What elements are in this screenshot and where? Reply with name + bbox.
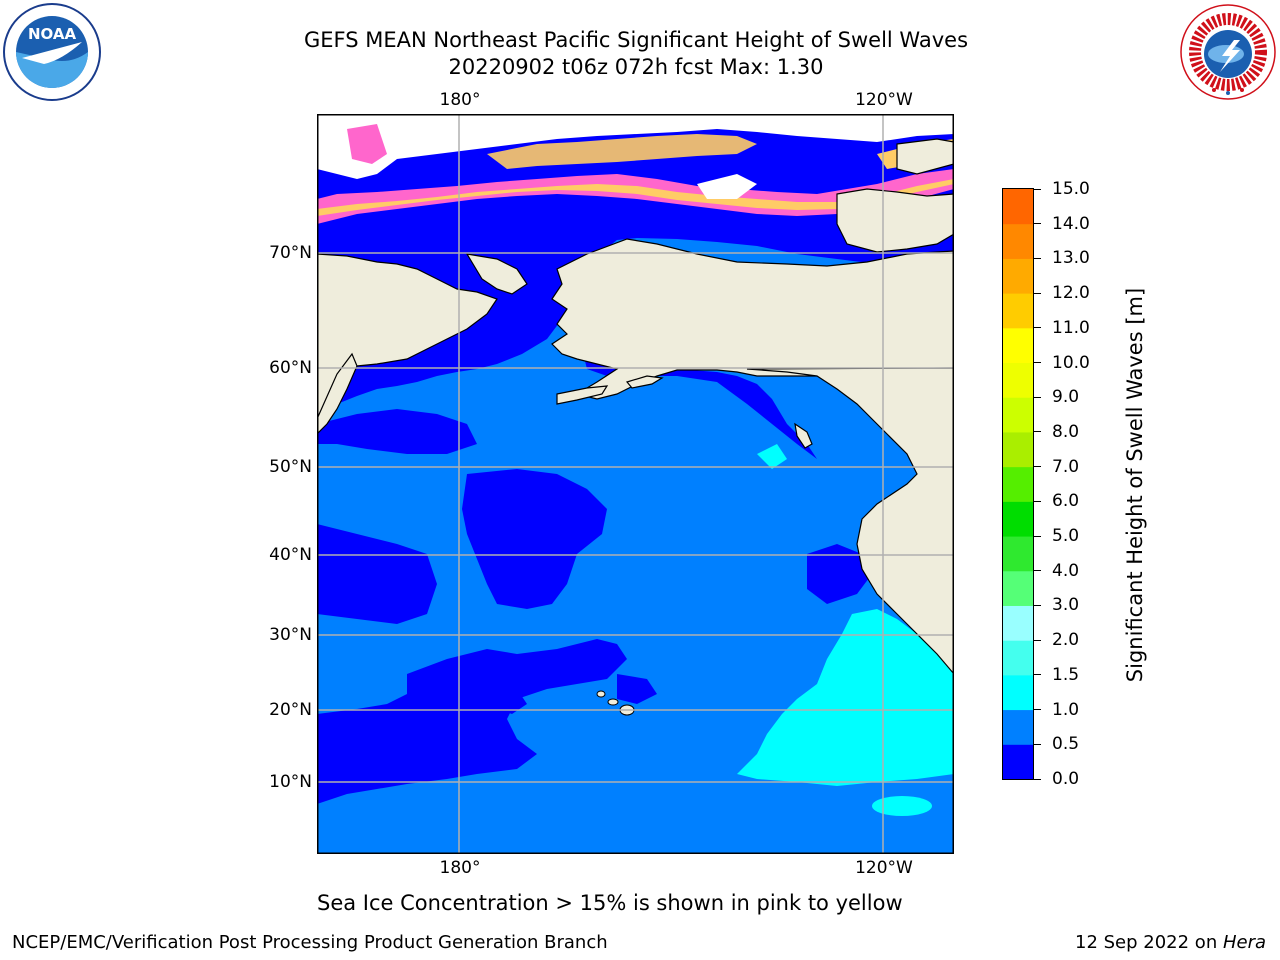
colorbar-tick-mark [1034, 674, 1041, 676]
colorbar-tick-label: 6.0 [1052, 491, 1080, 512]
lat-label-60n: 60°N [269, 358, 312, 378]
colorbar-tick-mark [1034, 396, 1041, 398]
colorbar-tick-mark [1034, 500, 1041, 502]
colorbar-segment [1003, 640, 1033, 676]
colorbar-tick-label: 1.5 [1052, 664, 1080, 685]
noaa-logo: NOAA [2, 2, 102, 102]
colorbar-tick-mark [1034, 466, 1041, 468]
colorbar-tick-label: 5.0 [1052, 526, 1080, 547]
footer-host: Hera [1222, 932, 1266, 953]
colorbar-segment [1003, 466, 1033, 502]
colorbar-tick-label: 4.0 [1052, 560, 1080, 581]
lat-label-50n: 50°N [269, 457, 312, 477]
lat-label-10n: 10°N [269, 772, 312, 792]
lat-label-30n: 30°N [269, 625, 312, 645]
colorbar-tick-label: 0.5 [1052, 734, 1080, 755]
colorbar-segment [1003, 744, 1033, 780]
graticule [317, 114, 954, 854]
colorbar-tick-mark [1034, 778, 1041, 780]
colorbar-tick-label: 15.0 [1052, 179, 1090, 199]
colorbar-tick-mark [1034, 188, 1041, 190]
colorbar-tick-mark [1034, 535, 1041, 537]
colorbar-label: Significant Height of Swell Waves [m] [1123, 287, 1147, 683]
colorbar-tick-mark [1034, 709, 1041, 711]
colorbar-tick-mark [1034, 604, 1041, 606]
footer-date: 12 Sep 2022 on [1075, 932, 1223, 953]
colorbar-tick-label: 14.0 [1052, 213, 1090, 234]
colorbar-tick-mark [1034, 570, 1041, 572]
colorbar-tick-label: 10.0 [1052, 352, 1090, 373]
colorbar-segment [1003, 189, 1033, 225]
colorbar-tick-mark [1034, 743, 1041, 745]
colorbar-segment [1003, 223, 1033, 259]
swell-height-map [317, 114, 954, 854]
colorbar-segment [1003, 605, 1033, 641]
lon-label-bottom-180: 180° [439, 858, 481, 878]
colorbar-segment [1003, 709, 1033, 745]
colorbar-tick-label: 13.0 [1052, 248, 1090, 269]
colorbar-segment [1003, 327, 1033, 364]
sea-ice-note: Sea Ice Concentration > 15% is shown in … [317, 891, 903, 915]
lat-label-20n: 20°N [269, 700, 312, 720]
colorbar-segment [1003, 674, 1033, 711]
svg-text:NOAA: NOAA [28, 25, 77, 43]
colorbar-tick-label: 3.0 [1052, 595, 1080, 616]
chart-subtitle: 20220902 t06z 072h fcst Max: 1.30 [448, 55, 824, 79]
colorbar-tick-label: 11.0 [1052, 317, 1090, 338]
lon-label-top-180: 180° [439, 90, 481, 110]
colorbar-tick-label: 8.0 [1052, 421, 1080, 442]
colorbar-tick-mark [1034, 223, 1041, 225]
colorbar-tick-mark [1034, 257, 1041, 259]
footer-timestamp: 12 Sep 2022 on Hera [1075, 932, 1266, 954]
colorbar-tick-label: 12.0 [1052, 283, 1090, 304]
colorbar-segment [1003, 536, 1033, 572]
colorbar-tick-label: 7.0 [1052, 456, 1080, 477]
colorbar-segment [1003, 501, 1033, 537]
colorbar-segment [1003, 293, 1033, 329]
lat-label-70n: 70°N [269, 243, 312, 263]
colorbar-tick-mark [1034, 292, 1041, 294]
colorbar-segment [1003, 431, 1033, 468]
colorbar-tick-mark [1034, 362, 1041, 364]
lon-label-bottom-120w: 120°W [855, 858, 913, 878]
colorbar-tick-label: 9.0 [1052, 387, 1080, 408]
colorbar-tick-label: 2.0 [1052, 630, 1080, 651]
colorbar-tick-mark [1034, 431, 1041, 433]
lon-label-top-120w: 120°W [855, 90, 913, 110]
footer-credit: NCEP/EMC/Verification Post Processing Pr… [12, 932, 608, 953]
colorbar-segment [1003, 397, 1033, 433]
colorbar-segment [1003, 258, 1033, 294]
colorbar [1002, 188, 1034, 780]
colorbar-tick-mark [1034, 639, 1041, 641]
colorbar-segment [1003, 570, 1033, 606]
lat-label-40n: 40°N [269, 545, 312, 565]
colorbar-segment [1003, 362, 1033, 398]
land-masses [317, 138, 954, 675]
chart-title: GEFS MEAN Northeast Pacific Significant … [303, 28, 969, 52]
colorbar-tick-mark [1034, 327, 1041, 329]
colorbar-tick-label: 0.0 [1052, 769, 1080, 789]
swell-1-1p5m-regions [737, 444, 954, 816]
colorbar-tick-label: 1.0 [1052, 699, 1080, 720]
nws-logo [1178, 2, 1278, 102]
